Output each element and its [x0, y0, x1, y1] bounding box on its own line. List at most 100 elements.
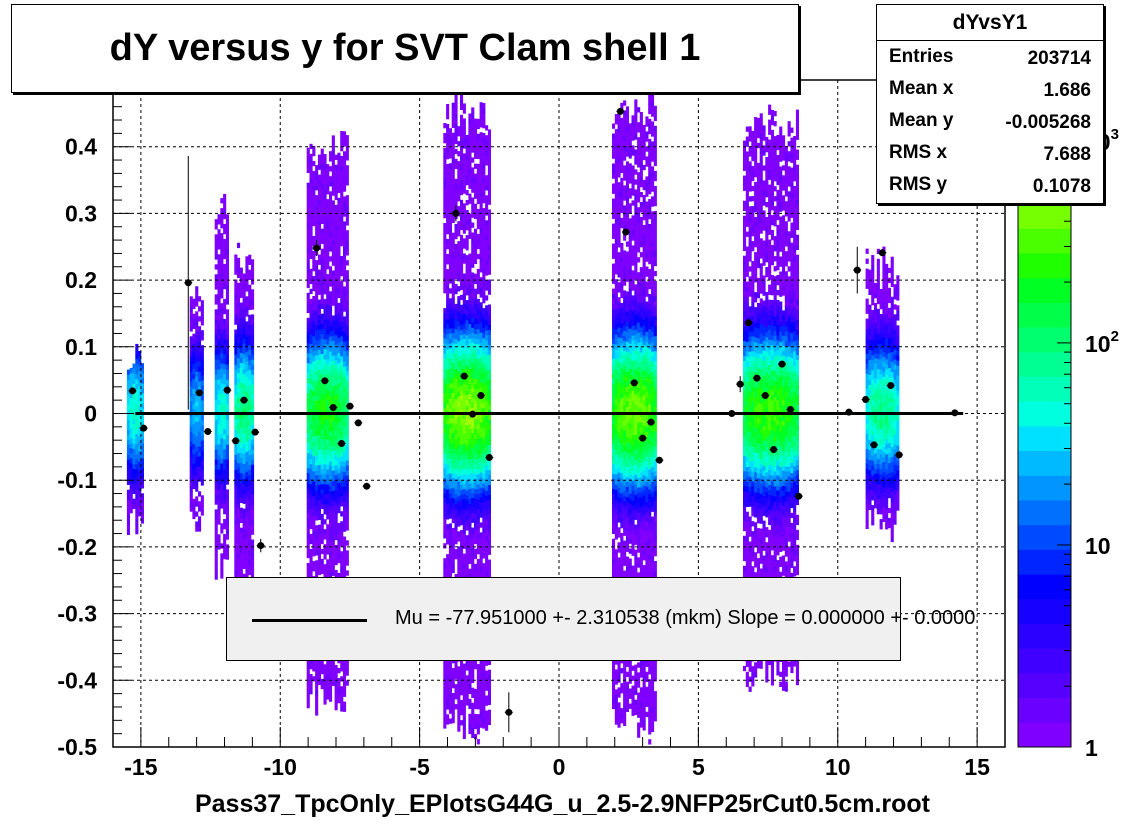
- heatmap-cell: [323, 309, 327, 315]
- heatmap-cell: [326, 329, 330, 335]
- heatmap-cell: [239, 272, 243, 278]
- heatmap-cell: [465, 425, 469, 431]
- heatmap-cell: [482, 208, 486, 214]
- heatmap-cell: [482, 178, 486, 184]
- heatmap-cell: [620, 458, 624, 464]
- heatmap-cell: [225, 244, 229, 250]
- heatmap-cell: [345, 505, 349, 511]
- heatmap-cell: [612, 278, 616, 284]
- heatmap-cell: [485, 525, 489, 531]
- heatmap-cell: [306, 492, 310, 499]
- heatmap-cell: [462, 303, 466, 309]
- heatmap-cell: [309, 153, 313, 160]
- heatmap-cell: [326, 279, 330, 285]
- heatmap-cell: [485, 675, 489, 681]
- heatmap-cell: [443, 263, 447, 269]
- heatmap-cell: [465, 465, 469, 471]
- heatmap-cell: [476, 524, 480, 530]
- heatmap-cell: [614, 454, 618, 460]
- heatmap-cell: [214, 529, 218, 535]
- heatmap-cell: [234, 389, 238, 395]
- heatmap-cell: [334, 494, 338, 501]
- heatmap-cell: [465, 260, 469, 266]
- heatmap-cell: [446, 189, 450, 195]
- heatmap-cell: [479, 542, 483, 548]
- heatmap-cell: [443, 683, 447, 689]
- heatmap-cell: [242, 478, 246, 484]
- heatmap-cell: [334, 544, 338, 551]
- heatmap-cell: [614, 214, 618, 220]
- heatmap-cell: [474, 713, 478, 720]
- heatmap-cell: [312, 241, 316, 247]
- heatmap-cell: [340, 236, 344, 242]
- heatmap-cell: [487, 289, 491, 295]
- heatmap-cell: [315, 495, 319, 501]
- heatmap-cell: [306, 382, 310, 389]
- heatmap-cell: [329, 371, 333, 377]
- heatmap-cell: [457, 306, 461, 312]
- heatmap-cell: [239, 292, 243, 298]
- heatmap-cell: [340, 141, 344, 147]
- heatmap-cell: [443, 358, 447, 364]
- heatmap-cell: [317, 379, 321, 385]
- heatmap-cell: [334, 489, 338, 496]
- heatmap-cell: [485, 430, 489, 436]
- heatmap-cell: [460, 309, 464, 316]
- heatmap-cell: [454, 188, 458, 195]
- heatmap-cell: [474, 163, 478, 169]
- heatmap-cell: [237, 487, 241, 494]
- heatmap-cell: [245, 311, 249, 317]
- heatmap-cell: [189, 341, 193, 347]
- heatmap-cell: [334, 524, 338, 531]
- heatmap-cell: [340, 306, 344, 312]
- heatmap-cell: [443, 468, 447, 474]
- heatmap-cell: [306, 683, 310, 689]
- heatmap-cell: [337, 217, 341, 224]
- heatmap-cell: [446, 564, 450, 570]
- heatmap-cell: [237, 497, 241, 504]
- heatmap-cell: [320, 683, 324, 690]
- heatmap-cell: [465, 190, 469, 196]
- heatmap-cell: [323, 479, 327, 485]
- heatmap-cell: [138, 511, 142, 517]
- heatmap-cell: [446, 399, 450, 405]
- heatmap-cell: [485, 260, 489, 266]
- heatmap-cell: [485, 295, 489, 301]
- heatmap-cell: [334, 154, 338, 160]
- heatmap-cell: [446, 694, 450, 700]
- heatmap-cell: [620, 423, 624, 429]
- heatmap-cell: [135, 514, 139, 520]
- heatmap-cell: [189, 396, 193, 402]
- heatmap-cell: [482, 668, 486, 674]
- heatmap-cell: [334, 680, 338, 686]
- heatmap-cell: [446, 684, 450, 690]
- heatmap-cell: [138, 481, 142, 487]
- heatmap-cell: [242, 498, 246, 504]
- heatmap-cell: [614, 554, 618, 560]
- heatmap-cell: [340, 556, 344, 562]
- heatmap-cell: [476, 273, 480, 280]
- heatmap-cell: [479, 682, 483, 688]
- heatmap-cell: [476, 213, 480, 220]
- heatmap-cell: [248, 404, 252, 411]
- heatmap-cell: [457, 561, 461, 567]
- heatmap-cell: [457, 386, 461, 392]
- heatmap-cell: [465, 315, 469, 321]
- heatmap-cell: [239, 452, 243, 458]
- heatmap-cell: [462, 158, 466, 164]
- heatmap-cell: [329, 346, 333, 352]
- heatmap-cell: [129, 383, 133, 389]
- heatmap-cell: [320, 513, 324, 520]
- heatmap-cell: [223, 459, 227, 465]
- heatmap-cell: [487, 319, 491, 325]
- heatmap-cell: [343, 561, 347, 567]
- heatmap-cell: [306, 667, 310, 674]
- heatmap-cell: [242, 373, 246, 379]
- heatmap-cell: [614, 384, 618, 390]
- heatmap-cell: [612, 243, 616, 249]
- heatmap-cell: [337, 402, 341, 409]
- heatmap-cell: [448, 373, 452, 379]
- heatmap-cell: [220, 398, 224, 404]
- heatmap-cell: [312, 195, 316, 202]
- heatmap-cell: [326, 174, 330, 180]
